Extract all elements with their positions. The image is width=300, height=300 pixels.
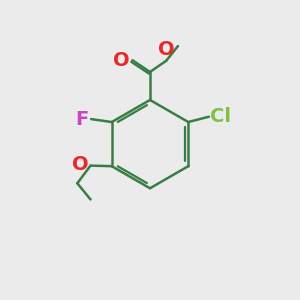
- Text: O: O: [73, 155, 89, 174]
- Text: Cl: Cl: [210, 107, 231, 126]
- Text: F: F: [76, 110, 89, 129]
- Text: O: O: [158, 40, 175, 59]
- Text: O: O: [113, 51, 130, 70]
